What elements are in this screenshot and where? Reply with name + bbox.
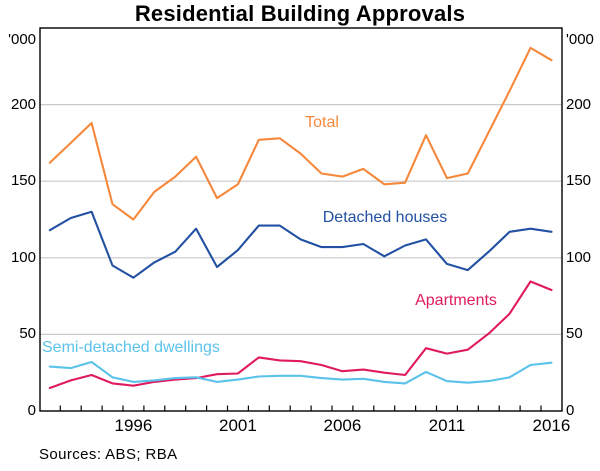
series-label-detached-houses: Detached houses — [322, 209, 448, 226]
detached-houses-line — [48, 210, 553, 279]
y-label-right-0: 0 — [566, 402, 575, 419]
y-label-left-0: 0 — [27, 402, 36, 419]
y-label-right-50: 50 — [566, 325, 583, 343]
series-label-total: Total — [305, 114, 339, 131]
y-label-left-200: 200 — [10, 95, 36, 113]
x-label-2016: 2016 — [532, 416, 571, 435]
series-label-apartments: Apartments — [415, 292, 497, 309]
y-label-left-50: 50 — [19, 325, 36, 343]
apartments-line — [48, 280, 553, 390]
x-label-2011: 2011 — [428, 416, 466, 435]
x-label-2001: 2001 — [219, 416, 257, 435]
y-label-right-150: 150 — [566, 172, 592, 190]
y-label-right-100: 100 — [566, 248, 592, 266]
x-label-1996: 1996 — [114, 416, 153, 435]
y-label-left-100: 100 — [10, 248, 36, 266]
plot-border — [39, 27, 563, 412]
total-line — [48, 46, 553, 221]
y-label-right-200: 200 — [566, 95, 592, 113]
y-axis-unit-right: '000 — [566, 31, 594, 48]
sources-note: Sources: ABS; RBA — [39, 446, 178, 463]
chart-title: Residential Building Approvals — [134, 1, 466, 26]
y-axis-unit-left: '000 — [8, 31, 36, 48]
series-label-semi-detached-dwellings: Semi-detached dwellings — [42, 339, 220, 356]
y-label-left-150: 150 — [10, 172, 36, 190]
semi-detached-dwellings-line — [48, 360, 553, 385]
x-label-2006: 2006 — [323, 416, 362, 435]
